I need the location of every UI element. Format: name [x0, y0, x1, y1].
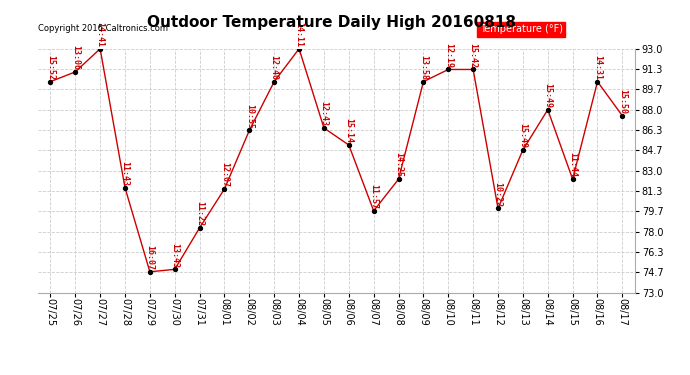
Point	[344, 142, 355, 148]
Point	[194, 225, 205, 231]
Point	[268, 79, 279, 85]
Point	[119, 185, 130, 191]
Text: 11:44: 11:44	[568, 152, 577, 177]
Text: 16:07: 16:07	[146, 245, 155, 270]
Text: 14:11: 14:11	[295, 22, 304, 47]
Point	[617, 113, 628, 119]
Point	[493, 206, 504, 212]
Point	[318, 125, 329, 131]
Text: Temperature (°F): Temperature (°F)	[480, 24, 562, 34]
Text: 13:43: 13:43	[170, 243, 179, 267]
Point	[368, 208, 380, 214]
Point	[293, 46, 304, 52]
Text: 13:06: 13:06	[71, 45, 80, 70]
Text: 12:19: 12:19	[444, 43, 453, 68]
Text: 15:42: 15:42	[469, 43, 477, 68]
Text: 15:49: 15:49	[543, 83, 552, 108]
Point	[468, 66, 479, 72]
Text: 15:52: 15:52	[46, 55, 55, 80]
Text: 14:41: 14:41	[96, 22, 105, 47]
Text: Copyright 2016 Caltronics.com: Copyright 2016 Caltronics.com	[38, 24, 168, 33]
Text: 10:55: 10:55	[245, 104, 254, 129]
Text: 12:43: 12:43	[319, 101, 328, 126]
Text: 15:14: 15:14	[344, 118, 353, 143]
Text: Outdoor Temperature Daily High 20160818: Outdoor Temperature Daily High 20160818	[147, 15, 515, 30]
Text: 13:58: 13:58	[419, 55, 428, 80]
Point	[169, 266, 180, 272]
Point	[45, 79, 56, 85]
Point	[542, 107, 553, 113]
Text: 11:22: 11:22	[195, 201, 204, 226]
Text: 14:25: 14:25	[394, 152, 403, 177]
Text: 10:22: 10:22	[493, 182, 502, 207]
Text: 15:49: 15:49	[518, 123, 527, 148]
Point	[418, 79, 429, 85]
Point	[244, 128, 255, 134]
Text: 11:43: 11:43	[121, 161, 130, 186]
Point	[219, 186, 230, 192]
Point	[70, 69, 81, 75]
Point	[518, 147, 529, 153]
Point	[592, 79, 603, 85]
Text: 12:07: 12:07	[220, 162, 229, 187]
Text: 15:50: 15:50	[618, 89, 627, 114]
Point	[95, 46, 106, 52]
Text: 11:57: 11:57	[369, 184, 378, 209]
Point	[443, 66, 454, 72]
Point	[393, 176, 404, 182]
Point	[567, 176, 578, 182]
Point	[144, 269, 155, 275]
Text: 12:40: 12:40	[270, 55, 279, 80]
Text: 14:31: 14:31	[593, 55, 602, 80]
